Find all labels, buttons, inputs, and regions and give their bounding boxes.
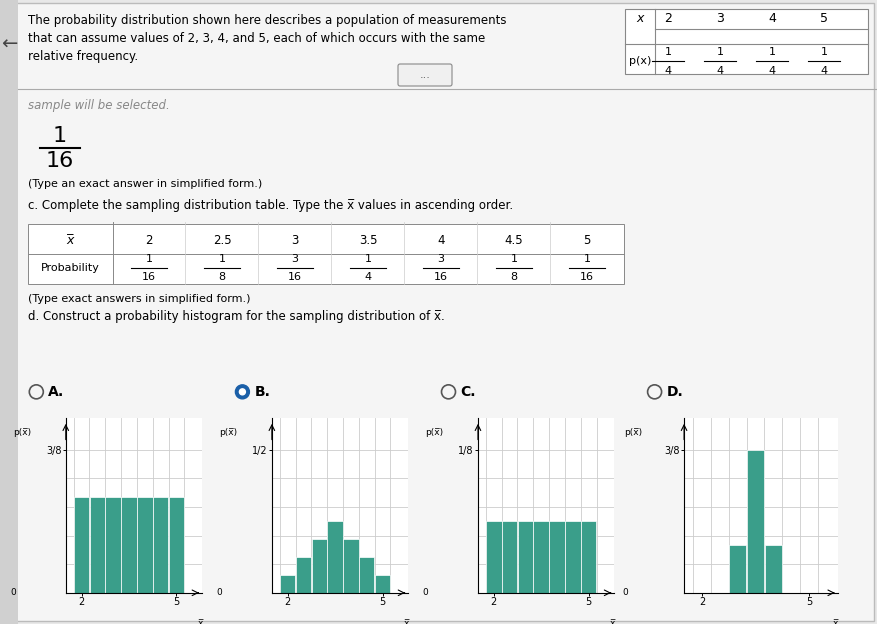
Text: x̅: x̅: [610, 618, 615, 624]
Text: p(x̅): p(x̅): [12, 428, 31, 437]
Text: 3: 3: [438, 254, 445, 264]
Text: 1: 1: [510, 254, 517, 264]
Text: 1: 1: [768, 47, 775, 57]
Text: (Type exact answers in simplified form.): (Type exact answers in simplified form.): [28, 294, 251, 304]
Text: (Type an exact answer in simplified form.): (Type an exact answer in simplified form…: [28, 179, 262, 189]
Text: 4: 4: [665, 66, 672, 76]
Text: 3: 3: [291, 254, 298, 264]
Text: 16: 16: [434, 272, 448, 282]
Bar: [549, 521, 565, 593]
Text: 1: 1: [53, 126, 67, 146]
Text: x̅: x̅: [197, 618, 203, 624]
Text: 4: 4: [821, 66, 828, 76]
Text: 0: 0: [216, 588, 222, 597]
Bar: [121, 497, 137, 593]
Bar: [296, 557, 311, 593]
FancyBboxPatch shape: [398, 64, 452, 86]
Bar: [765, 545, 782, 593]
Text: 0: 0: [422, 588, 428, 597]
Text: x̅: x̅: [833, 618, 838, 624]
Bar: [359, 557, 374, 593]
Bar: [746, 449, 764, 593]
Text: d. Construct a probability histogram for the sampling distribution of x̅.: d. Construct a probability histogram for…: [28, 310, 445, 323]
Text: 3: 3: [716, 12, 724, 26]
Bar: [327, 521, 343, 593]
Text: 8: 8: [510, 272, 517, 282]
Text: 16: 16: [580, 272, 594, 282]
Bar: [137, 497, 153, 593]
Bar: [581, 521, 596, 593]
Text: 16: 16: [142, 272, 156, 282]
Bar: [486, 521, 502, 593]
Bar: [168, 497, 184, 593]
Text: 1: 1: [665, 47, 672, 57]
Text: c. Complete the sampling distribution table. Type the x̅ values in ascending ord: c. Complete the sampling distribution ta…: [28, 199, 513, 212]
Text: x: x: [637, 12, 644, 26]
Text: A.: A.: [48, 385, 65, 399]
Text: p(x): p(x): [629, 56, 652, 66]
Text: C.: C.: [460, 385, 476, 399]
Bar: [517, 521, 533, 593]
Text: ←: ←: [1, 34, 18, 54]
Bar: [74, 497, 89, 593]
Bar: [374, 575, 390, 593]
Text: 4: 4: [438, 233, 445, 246]
Text: 2: 2: [146, 233, 153, 246]
Bar: [343, 539, 359, 593]
Text: ▭: ▭: [876, 6, 877, 16]
Text: Probability: Probability: [40, 263, 99, 273]
Text: 0: 0: [622, 588, 628, 597]
Text: 4: 4: [768, 12, 776, 26]
Text: D.: D.: [667, 385, 683, 399]
Bar: [502, 521, 517, 593]
Circle shape: [235, 385, 249, 399]
Bar: [533, 521, 549, 593]
Text: 4: 4: [365, 272, 372, 282]
Text: 2: 2: [664, 12, 672, 26]
Text: 4: 4: [717, 66, 724, 76]
Text: 4: 4: [768, 66, 775, 76]
Text: 16: 16: [46, 151, 75, 171]
Text: relative frequency.: relative frequency.: [28, 50, 138, 63]
Text: 8: 8: [218, 272, 225, 282]
Text: 16: 16: [288, 272, 302, 282]
Bar: [311, 539, 327, 593]
Text: ...: ...: [419, 70, 431, 80]
Text: The probability distribution shown here describes a population of measurements: The probability distribution shown here …: [28, 14, 507, 27]
Text: p(x̅): p(x̅): [218, 428, 237, 437]
Text: 3.5: 3.5: [359, 233, 377, 246]
Text: 1: 1: [365, 254, 372, 264]
Text: 3: 3: [291, 233, 299, 246]
Text: x̅: x̅: [403, 618, 409, 624]
Text: B.: B.: [254, 385, 270, 399]
Bar: [625, 9, 868, 74]
Text: 1: 1: [821, 47, 828, 57]
Text: p(x̅): p(x̅): [624, 428, 642, 437]
Circle shape: [239, 389, 246, 395]
Bar: [565, 521, 581, 593]
Bar: [28, 224, 624, 284]
Text: 1: 1: [146, 254, 153, 264]
FancyBboxPatch shape: [3, 3, 874, 621]
Text: p(x̅): p(x̅): [424, 428, 443, 437]
Bar: [280, 575, 296, 593]
Text: x̅: x̅: [67, 233, 74, 246]
Text: sample will be selected.: sample will be selected.: [28, 99, 170, 112]
Text: 5: 5: [583, 233, 591, 246]
Bar: [105, 497, 121, 593]
Text: 1: 1: [218, 254, 225, 264]
Text: 1: 1: [583, 254, 590, 264]
Bar: [153, 497, 168, 593]
Text: 4.5: 4.5: [504, 233, 524, 246]
Bar: [729, 545, 746, 593]
Text: 2.5: 2.5: [213, 233, 232, 246]
Text: 0: 0: [10, 588, 16, 597]
Text: 1: 1: [717, 47, 724, 57]
Text: 5: 5: [820, 12, 828, 26]
Bar: [0, 0, 18, 624]
Bar: [89, 497, 105, 593]
Text: that can assume values of 2, 3, 4, and 5, each of which occurs with the same: that can assume values of 2, 3, 4, and 5…: [28, 32, 485, 45]
